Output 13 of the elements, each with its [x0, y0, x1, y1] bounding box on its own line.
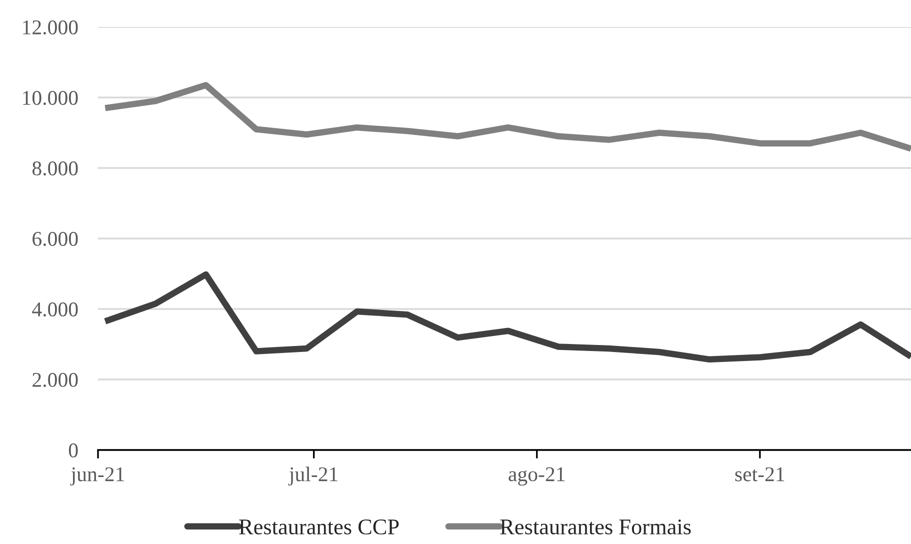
x-tick-label: jul-21 [288, 466, 338, 486]
y-tick-label: 10.000 [23, 90, 78, 106]
x-tick-label: jun-21 [70, 467, 124, 486]
y-tick-label: 4.000 [32, 302, 78, 317]
x-tick-label: ago-21 [508, 467, 565, 486]
y-tick-label: 8.000 [32, 161, 78, 176]
y-tick-label: 2.000 [32, 372, 78, 388]
y-tick-label: 0 [68, 443, 78, 458]
y-tick-label: 6.000 [32, 232, 78, 246]
y-tick-label: 12.000 [23, 20, 78, 35]
legend-label: Restaurantes CCP [239, 519, 399, 534]
x-tick-label: set-21 [735, 467, 784, 482]
legend-label: Restaurantes Formais [500, 519, 691, 534]
